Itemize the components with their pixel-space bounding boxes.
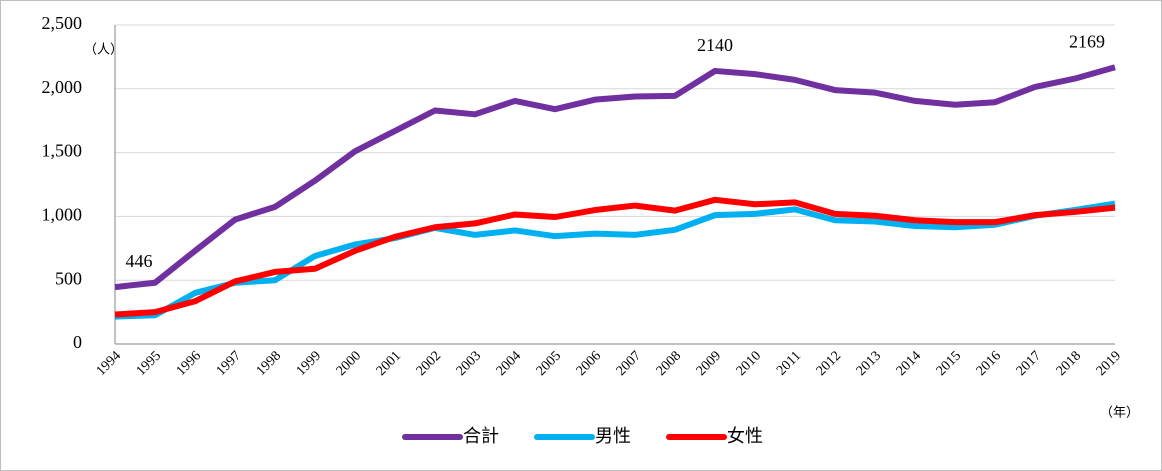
legend-label: 女性 — [727, 426, 763, 447]
x-unit: （年） — [1100, 406, 1139, 421]
y-tick-label: 2,000 — [42, 77, 83, 97]
legend-label: 合計 — [463, 426, 499, 447]
data-label: 2169 — [1069, 31, 1105, 51]
y-tick-label: 1,000 — [42, 205, 83, 225]
y-unit: （人） — [84, 43, 123, 58]
y-tick-label: 1,500 — [42, 141, 83, 161]
line-series — [114, 196, 1116, 318]
line-series — [114, 200, 1116, 320]
legend-label: 男性 — [595, 426, 631, 447]
line-series — [114, 64, 1116, 291]
data-label: 2140 — [697, 35, 733, 55]
y-tick-label: 2,500 — [42, 13, 83, 33]
y-tick-label: 0 — [73, 332, 82, 352]
data-label: 446 — [126, 251, 153, 271]
y-tick-label: 500 — [55, 268, 82, 288]
